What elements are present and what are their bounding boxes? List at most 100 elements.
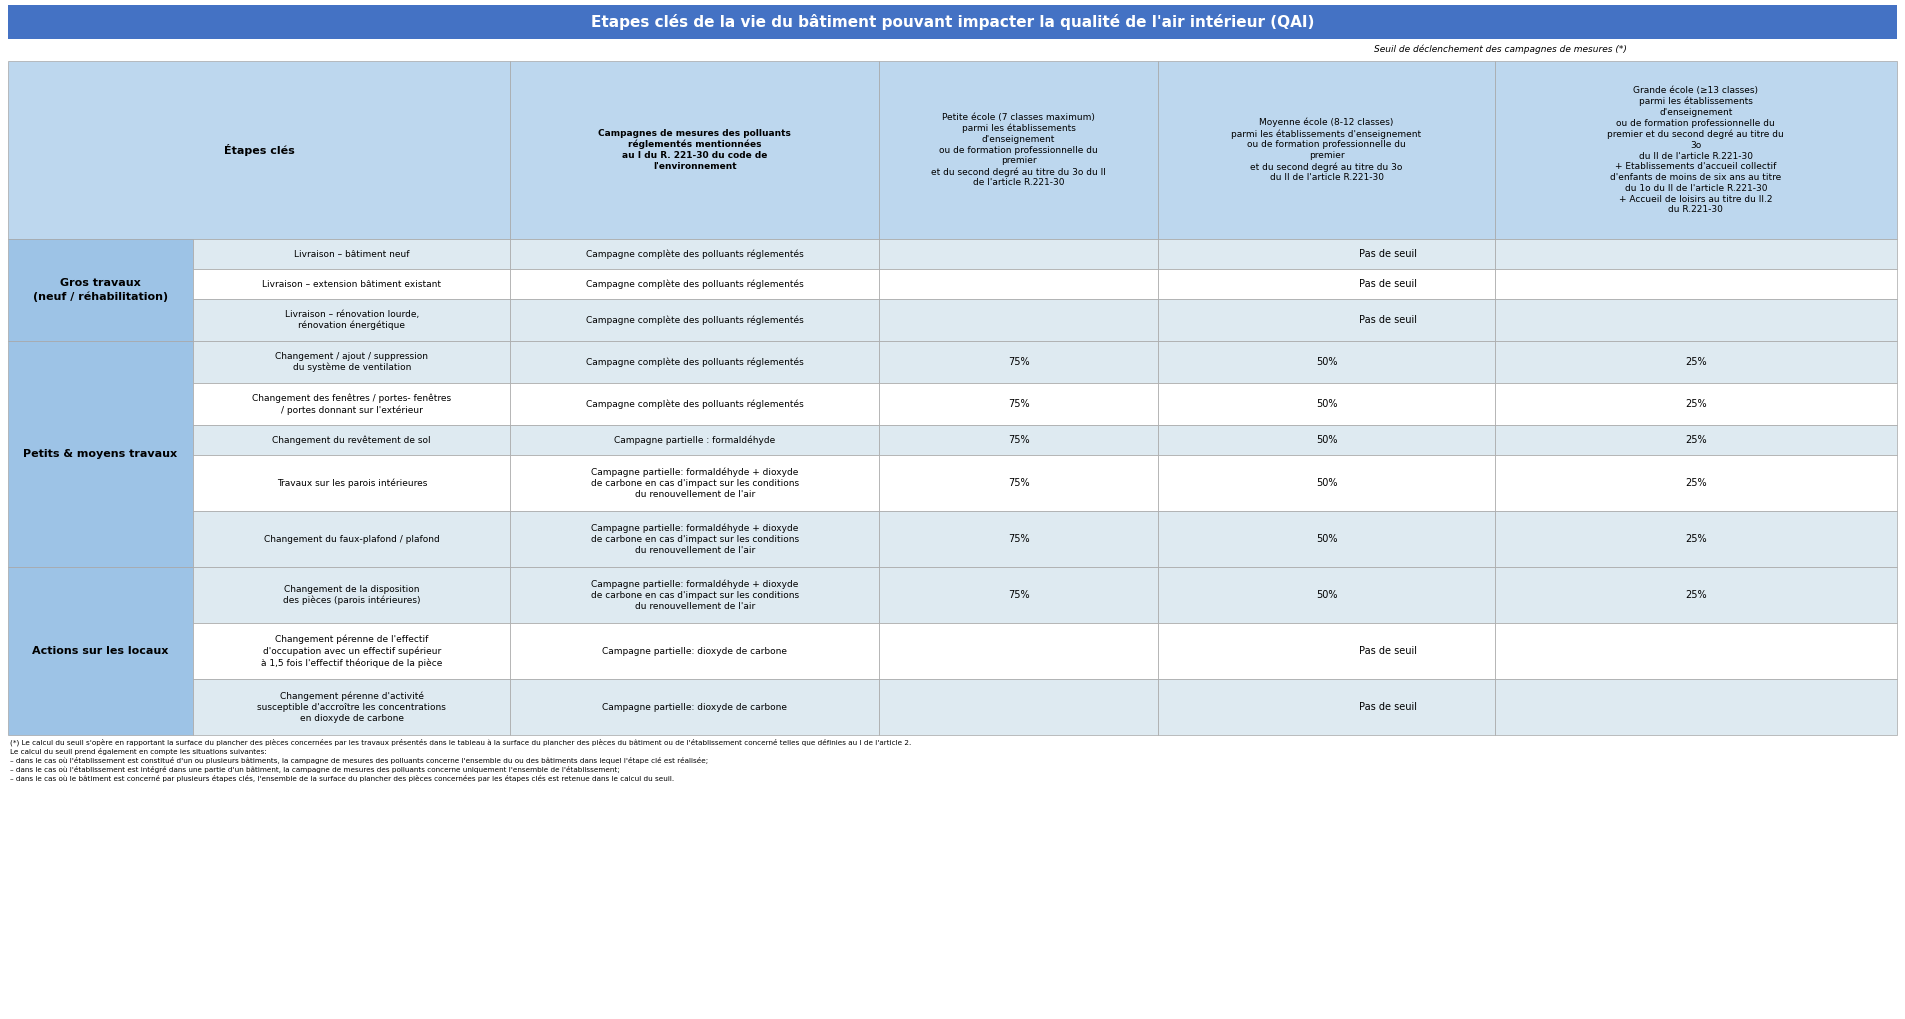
Bar [511,455,878,511]
Text: Changement des fenêtres / portes- fenêtres
/ portes donnant sur l'extérieur: Changement des fenêtres / portes- fenêtr… [251,393,451,415]
Text: 50%: 50% [1316,435,1337,445]
Text: Grande école (≥13 classes)
parmi les établissements
d'enseignement
ou de formati: Grande école (≥13 classes) parmi les éta… [1608,86,1785,214]
Bar [511,341,878,383]
Text: 50%: 50% [1316,590,1337,600]
Text: 50%: 50% [1316,399,1337,409]
Bar [511,623,878,679]
Bar [878,567,1158,623]
Text: Campagne partielle: dioxyde de carbone: Campagne partielle: dioxyde de carbone [602,646,787,655]
Text: Petite école (7 classes maximum)
parmi les établissements
d'enseignement
ou de f: Petite école (7 classes maximum) parmi l… [932,113,1107,187]
Text: Changement de la disposition
des pièces (parois intérieures): Changement de la disposition des pièces … [284,585,421,605]
Bar [1158,623,1495,679]
Text: 50%: 50% [1316,357,1337,367]
Text: 75%: 75% [1008,435,1029,445]
Bar [1158,679,1495,735]
Bar [1158,239,1495,269]
Bar [511,679,878,735]
Text: – dans le cas où l'établissement est constitué d'un ou plusieurs bâtiments, la c: – dans le cas où l'établissement est con… [10,757,709,764]
Bar [192,567,511,623]
Text: Pas de seuil: Pas de seuil [1358,249,1417,259]
Text: Changement pérenne de l'effectif
d'occupation avec un effectif supérieur
à 1,5 f: Changement pérenne de l'effectif d'occup… [261,635,442,667]
Bar [1158,61,1495,239]
Text: Pas de seuil: Pas de seuil [1358,279,1417,289]
Bar [878,383,1158,425]
Text: Changement du faux-plafond / plafond: Changement du faux-plafond / plafond [265,535,440,543]
Text: (*) Le calcul du seuil s'opère en rapportant la surface du plancher des pièces c: (*) Le calcul du seuil s'opère en rappor… [10,739,911,747]
Text: 25%: 25% [1686,590,1707,600]
Text: Changement / ajout / suppression
du système de ventilation: Changement / ajout / suppression du syst… [276,352,429,372]
Bar [878,425,1158,455]
Text: Travaux sur les parois intérieures: Travaux sur les parois intérieures [276,478,427,488]
Bar [192,623,511,679]
Bar [878,269,1158,299]
Text: 75%: 75% [1008,478,1029,488]
Bar [1495,299,1897,341]
Bar [878,299,1158,341]
Bar [878,61,1158,239]
Text: Actions sur les locaux: Actions sur les locaux [32,646,170,656]
Bar [1495,425,1897,455]
Bar [1495,623,1897,679]
Text: 75%: 75% [1008,590,1029,600]
Text: Livraison – rénovation lourde,
rénovation énergétique: Livraison – rénovation lourde, rénovatio… [284,310,419,330]
Text: Étapes clés: Étapes clés [225,144,295,156]
Text: 25%: 25% [1686,478,1707,488]
Bar [192,383,511,425]
Text: Campagnes de mesures des polluants
réglementés mentionnées
au I du R. 221-30 du : Campagnes de mesures des polluants régle… [598,129,791,171]
Text: Pas de seuil: Pas de seuil [1358,315,1417,325]
Bar [511,511,878,567]
Bar [1495,383,1897,425]
Text: Pas de seuil: Pas de seuil [1358,702,1417,712]
Text: Livraison – extension bâtiment existant: Livraison – extension bâtiment existant [263,279,442,288]
Bar [511,269,878,299]
Bar [192,299,511,341]
Text: Campagne complète des polluants réglementés: Campagne complète des polluants réglemen… [585,399,804,409]
Text: Seuil de déclenchement des campagnes de mesures (*): Seuil de déclenchement des campagnes de … [1374,44,1627,54]
Bar [511,383,878,425]
Bar [1158,425,1495,455]
Text: Campagne partielle: formaldéhyde + dioxyde
de carbone en cas d'impact sur les co: Campagne partielle: formaldéhyde + dioxy… [591,523,798,555]
Bar [1495,61,1897,239]
Text: Campagne partielle: formaldéhyde + dioxyde
de carbone en cas d'impact sur les co: Campagne partielle: formaldéhyde + dioxy… [591,579,798,610]
Text: Campagne partielle : formaldéhyde: Campagne partielle : formaldéhyde [613,435,775,444]
Bar [1495,567,1897,623]
Bar [878,623,1158,679]
Text: Changement du revêtement de sol: Changement du revêtement de sol [272,435,431,444]
Text: Pas de seuil: Pas de seuil [1358,646,1417,656]
Bar [511,61,878,239]
Bar [1495,455,1897,511]
Text: Livraison – bâtiment neuf: Livraison – bâtiment neuf [293,250,410,259]
Text: Changement pérenne d'activité
susceptible d'accroître les concentrations
en diox: Changement pérenne d'activité susceptibl… [257,691,446,722]
Text: Etapes clés de la vie du bâtiment pouvant impacter la qualité de l'air intérieur: Etapes clés de la vie du bâtiment pouvan… [591,14,1314,30]
Text: 50%: 50% [1316,534,1337,544]
Bar [1158,383,1495,425]
Bar [878,239,1158,269]
Bar [511,425,878,455]
Bar [192,341,511,383]
Bar [1158,341,1495,383]
Bar [8,5,1897,39]
Text: – dans le cas où le bâtiment est concerné par plusieurs étapes clés, l'ensemble : – dans le cas où le bâtiment est concern… [10,775,674,782]
Text: Le calcul du seuil prend également en compte les situations suivantes:: Le calcul du seuil prend également en co… [10,748,267,755]
Text: 75%: 75% [1008,357,1029,367]
Bar [1158,269,1495,299]
Bar [192,425,511,455]
Bar [511,239,878,269]
Text: Campagne complète des polluants réglementés: Campagne complète des polluants réglemen… [585,250,804,259]
Bar [192,679,511,735]
Text: Moyenne école (8-12 classes)
parmi les établissements d'enseignement
ou de forma: Moyenne école (8-12 classes) parmi les é… [1231,118,1421,182]
Bar [8,239,192,341]
Text: 75%: 75% [1008,534,1029,544]
Bar [1495,269,1897,299]
Bar [192,511,511,567]
Bar [1158,455,1495,511]
Bar [1158,299,1495,341]
Text: 25%: 25% [1686,435,1707,445]
Text: Campagne complète des polluants réglementés: Campagne complète des polluants réglemen… [585,358,804,367]
Text: – dans le cas où l'établissement est intégré dans une partie d'un bâtiment, la c: – dans le cas où l'établissement est int… [10,766,619,773]
Text: 50%: 50% [1316,478,1337,488]
Bar [1495,511,1897,567]
Text: Campagne partielle: formaldéhyde + dioxyde
de carbone en cas d'impact sur les co: Campagne partielle: formaldéhyde + dioxy… [591,467,798,499]
Text: Campagne complète des polluants réglementés: Campagne complète des polluants réglemen… [585,315,804,325]
Text: Campagne complète des polluants réglementés: Campagne complète des polluants réglemen… [585,279,804,288]
